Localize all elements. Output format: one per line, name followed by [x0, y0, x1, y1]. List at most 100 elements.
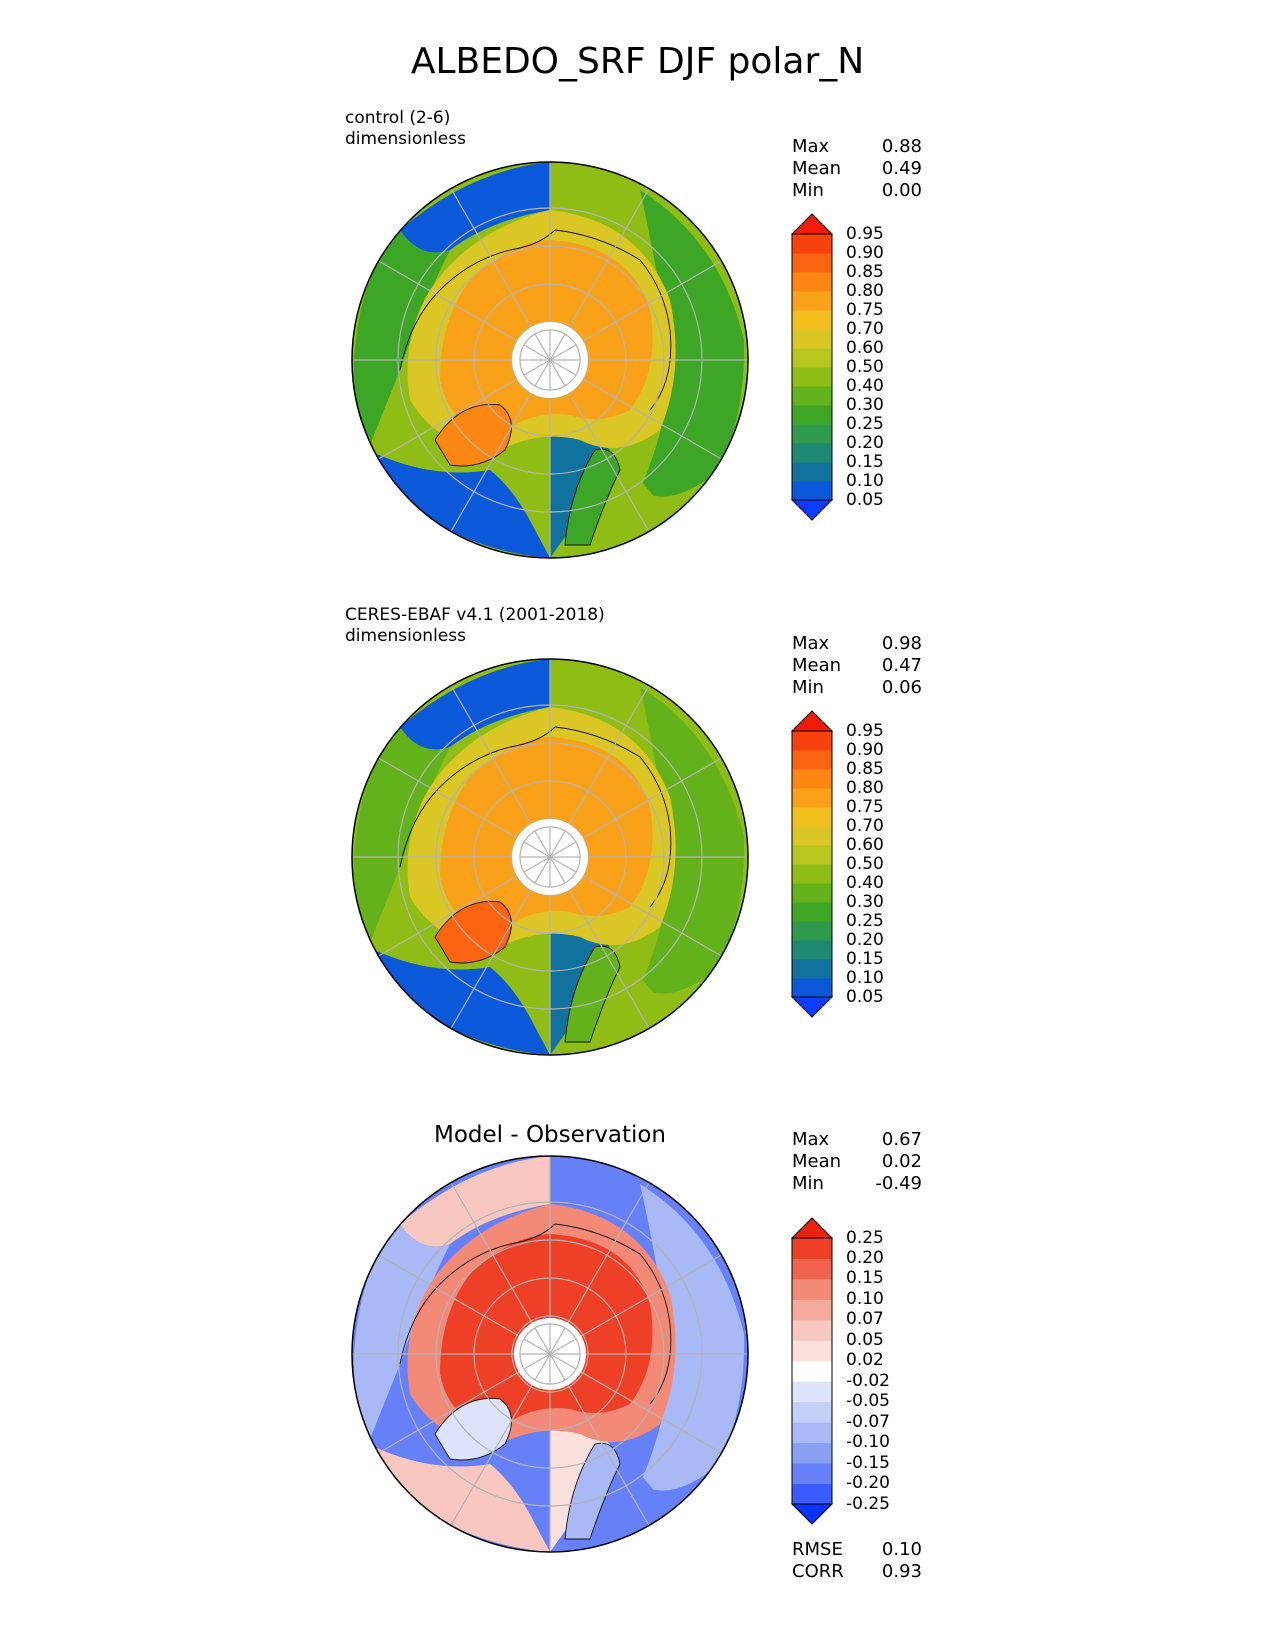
meridian-line-5 [450, 1379, 536, 1526]
map-field [352, 162, 748, 558]
colorbar-tick-label: 0.20 [846, 929, 884, 950]
meridian-line-12 [575, 1254, 722, 1340]
pole-meridian-12 [549, 1338, 577, 1355]
meridian-line-2 [575, 871, 722, 957]
pole-meridian-8 [523, 344, 551, 361]
colorbar-segment-9 [792, 329, 832, 349]
colorbar-tick-label: 0.85 [846, 261, 884, 282]
panel1-label: control (2-6) dimensionless [345, 108, 466, 150]
colorbar-segment-8 [792, 348, 832, 368]
panel1-stat-min: Min 0.00 [792, 180, 922, 201]
colorbar-segment-6 [792, 386, 832, 406]
pole-meridian-11 [549, 333, 566, 361]
pole-meridian-11 [549, 830, 566, 858]
colorbar-segment-10 [792, 807, 832, 827]
colorbar-tick-label: 0.70 [846, 815, 884, 836]
colorbar-segment-8 [792, 845, 832, 865]
panel3-stat-mean: Mean 0.02 [792, 1151, 922, 1172]
colorbar-tick-label: 0.40 [846, 375, 884, 396]
meridian-line-9 [450, 1182, 536, 1329]
colorbar-tick-label: 0.30 [846, 891, 884, 912]
colorbar-tick-label: 0.15 [846, 948, 884, 969]
panel2-units: dimensionless [345, 626, 466, 646]
coastline-north-america [399, 726, 556, 868]
pole-graticule [519, 826, 581, 888]
colorbar-segment-11 [792, 788, 832, 808]
colorbar-segment-14 [792, 234, 832, 254]
meridian-line-2 [575, 1368, 722, 1454]
colorbar-frame [791, 233, 833, 501]
colorbar-tick-label: 0.60 [846, 337, 884, 358]
meridian-line-3 [564, 385, 650, 532]
colorbar-segment-5 [792, 902, 832, 922]
meridian-line-12 [575, 260, 722, 346]
panel1-stats: Max 0.88 Mean 0.49 Min 0.00 [792, 136, 922, 202]
colorbar-tick-label: 0.20 [846, 432, 884, 453]
meridian-line-6 [378, 374, 525, 460]
scandinavia [565, 1443, 620, 1539]
pole-meridian-9 [534, 830, 551, 858]
pole-meridian-2 [549, 856, 577, 873]
colorbar-tick-label: 0.50 [846, 853, 884, 874]
colorbar-segment-2 [792, 959, 832, 979]
colorbar-segment-1 [792, 1483, 832, 1505]
land-eurasia-east [640, 687, 745, 994]
colorbar-segment-2 [792, 462, 832, 482]
colorbar-segment-7 [792, 864, 832, 884]
colorbar-segment-13 [792, 253, 832, 273]
colorbar-segment-10 [792, 1299, 832, 1321]
panel2-colorbar-labels: 0.05 0.10 0.15 0.20 0.25 0.30 0.40 0.50 0.60 0.70… [846, 709, 926, 1019]
ocean-north-pacific [400, 162, 550, 253]
colorbar-tick-label: 0.05 [846, 1329, 884, 1350]
colorbar-segment-12 [792, 769, 832, 789]
meridian-line-8 [378, 757, 525, 843]
colorbar-tick-label: 0.70 [846, 318, 884, 339]
colorbar-tick-label: 0.10 [846, 967, 884, 988]
pole-meridian-3 [549, 1353, 566, 1381]
panel1-polar-map [351, 161, 749, 559]
colorbar-tick-label: 0.75 [846, 299, 884, 320]
pole-meridian-6 [523, 856, 551, 873]
panel2-stats: Max 0.98 Mean 0.47 Min 0.06 [792, 633, 922, 699]
land-eurasia-east [640, 1184, 745, 1491]
coastlines [399, 1223, 672, 1540]
colorbar-tick-label: 0.10 [846, 470, 884, 491]
greenland [435, 1398, 512, 1460]
colorbar-tick-label: 0.15 [846, 1268, 884, 1289]
ocean-north-atlantic [368, 450, 550, 558]
greenland [435, 901, 512, 963]
colorbar-tick-label: -0.20 [846, 1473, 890, 1494]
pole-meridian-12 [549, 344, 577, 361]
figure-title: ALBEDO_SRF DJF polar_N [410, 41, 865, 82]
panel1-units: dimensionless [345, 129, 466, 149]
colorbar-tick-label: -0.07 [846, 1411, 890, 1432]
pole-meridian-2 [549, 359, 577, 376]
colorbar-frame [791, 730, 833, 998]
meridian-line-5 [450, 385, 536, 532]
colorbar-tick-label: 0.07 [846, 1309, 884, 1330]
colorbar-segment-4 [792, 424, 832, 444]
land-north-america-west [353, 230, 450, 450]
colorbar-tick-label: 0.60 [846, 834, 884, 855]
colorbar-frame [791, 1237, 833, 1505]
graticule [352, 659, 748, 1055]
panel3-colorbar [790, 1217, 834, 1525]
colorbar-tick-label: 0.80 [846, 777, 884, 798]
coastline-greenland [434, 1398, 512, 1461]
panel3-title: Model - Observation [433, 1122, 667, 1148]
colorbar-tick-label: 0.02 [846, 1350, 884, 1371]
colorbar-segment-3 [792, 940, 832, 960]
colorbar-tick-label: 0.95 [846, 720, 884, 741]
land-north-america-west [353, 727, 450, 947]
map-boundary [351, 658, 749, 1056]
meridian-line-5 [450, 882, 536, 1029]
colorbar-segment-1 [792, 978, 832, 998]
panel3-stats: Max 0.67 Mean 0.02 Min -0.49 [792, 1129, 922, 1195]
coastline-eurasia [554, 1223, 672, 1405]
colorbar-tick-label: 0.20 [846, 1247, 884, 1268]
land-north-america-west [353, 1224, 450, 1444]
colorbar-segment-13 [792, 1238, 832, 1259]
pole-meridian-11 [549, 1327, 566, 1355]
panel2-dataset-name: CERES-EBAF v4.1 (2001-2018) [345, 605, 605, 625]
colorbar-segment-13 [792, 750, 832, 770]
